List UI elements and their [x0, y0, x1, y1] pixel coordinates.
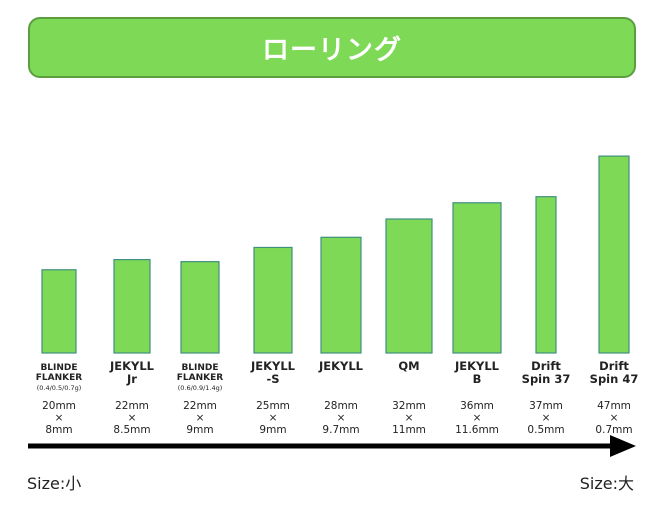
title-banner: ローリング [28, 17, 636, 78]
size-spec-label: 28mm [324, 400, 358, 412]
bar [320, 236, 362, 354]
size-spec-label: × [196, 412, 205, 424]
size-spec-label: 8mm [45, 424, 72, 436]
size-spec-label: × [337, 412, 346, 424]
category-label: JEKYLL [109, 359, 155, 373]
size-spec-label: 20mm [42, 400, 76, 412]
category-label: JEKYLL [250, 359, 296, 373]
size-spec-label: 8.5mm [113, 424, 150, 436]
category-label: QM [398, 359, 419, 373]
size-spec-label: 0.5mm [527, 424, 564, 436]
category-label: BLINDE [40, 363, 77, 373]
size-spec-label: 36mm [460, 400, 494, 412]
size-spec-label: 37mm [529, 400, 563, 412]
size-min-label: Size:小 [27, 474, 82, 493]
category-sublabel: (0.6/0.9/1.4g) [178, 384, 223, 392]
category-label: Spin 37 [522, 372, 571, 386]
size-max-label: Size:大 [579, 474, 634, 493]
category-label: BLINDE [181, 363, 218, 373]
category-sublabel: (0.4/0.5/0.7g) [37, 384, 82, 392]
size-spec-label: 22mm [115, 400, 149, 412]
category-label: Drift [531, 359, 561, 373]
size-spec-label: × [542, 412, 551, 424]
bar [113, 259, 151, 354]
size-spec-label: × [269, 412, 278, 424]
category-label: Drift [599, 359, 629, 373]
category-label: Spin 47 [590, 372, 639, 386]
size-spec-label: × [55, 412, 64, 424]
category-label: JEKYLL [318, 359, 364, 373]
bar [452, 202, 502, 354]
size-spec-label: 9mm [259, 424, 286, 436]
bar [41, 269, 77, 354]
size-spec-label: 11mm [392, 424, 426, 436]
category-label: Jr [126, 372, 137, 386]
banner-title: ローリング [262, 35, 402, 66]
bar [253, 246, 293, 354]
size-spec-label: × [473, 412, 482, 424]
size-spec-label: 9.7mm [322, 424, 359, 436]
size-spec-label: × [405, 412, 414, 424]
bar [598, 155, 630, 354]
bar [385, 218, 433, 354]
size-spec-label: 9mm [186, 424, 213, 436]
category-label: FLANKER [177, 373, 224, 383]
size-spec-label: 32mm [392, 400, 426, 412]
size-spec-label: 25mm [256, 400, 290, 412]
size-spec-label: 47mm [597, 400, 631, 412]
size-spec-label: × [610, 412, 619, 424]
size-spec-label: × [128, 412, 137, 424]
category-label: FLANKER [36, 373, 83, 383]
category-label: JEKYLL [454, 359, 500, 373]
size-axis-arrowhead [610, 435, 636, 457]
size-spec-label: 11.6mm [455, 424, 499, 436]
category-label: B [473, 372, 482, 386]
bar [180, 261, 220, 354]
size-spec-label: 0.7mm [595, 424, 632, 436]
bar [535, 196, 557, 354]
category-label: -S [266, 372, 279, 386]
size-spec-label: 22mm [183, 400, 217, 412]
